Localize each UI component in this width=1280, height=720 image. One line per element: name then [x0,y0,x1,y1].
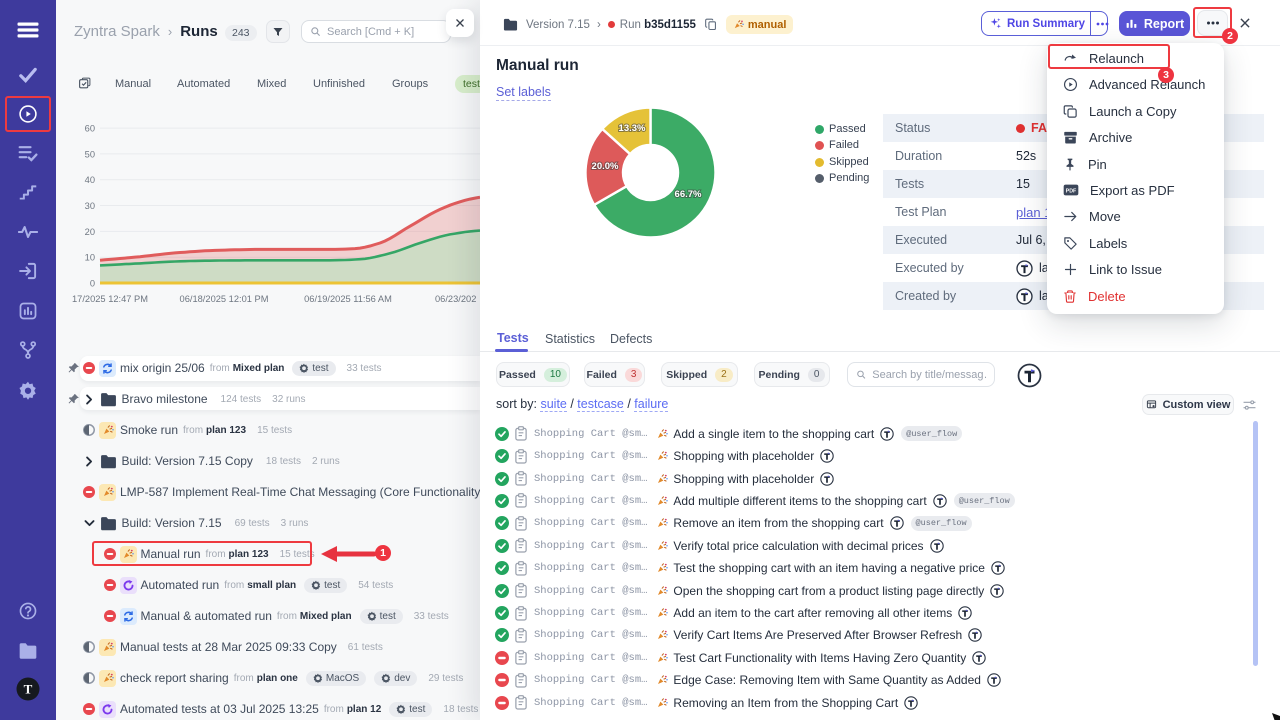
svg-text:10: 10 [85,253,95,263]
svg-text:50: 50 [85,149,95,159]
svg-text:40: 40 [85,175,95,185]
svg-text:06/18/2025 12:01 PM: 06/18/2025 12:01 PM [180,294,269,304]
svg-text:PDF: PDF [1066,189,1077,195]
svg-text:60: 60 [85,124,95,134]
svg-text:0: 0 [90,279,95,289]
svg-text:20: 20 [85,227,95,237]
svg-text:30: 30 [85,201,95,211]
svg-text:17/2025 12:47 PM: 17/2025 12:47 PM [72,294,148,304]
svg-text:06/19/2025 11:56 AM: 06/19/2025 11:56 AM [304,294,392,304]
svg-text:06/23/202: 06/23/202 [435,294,476,304]
